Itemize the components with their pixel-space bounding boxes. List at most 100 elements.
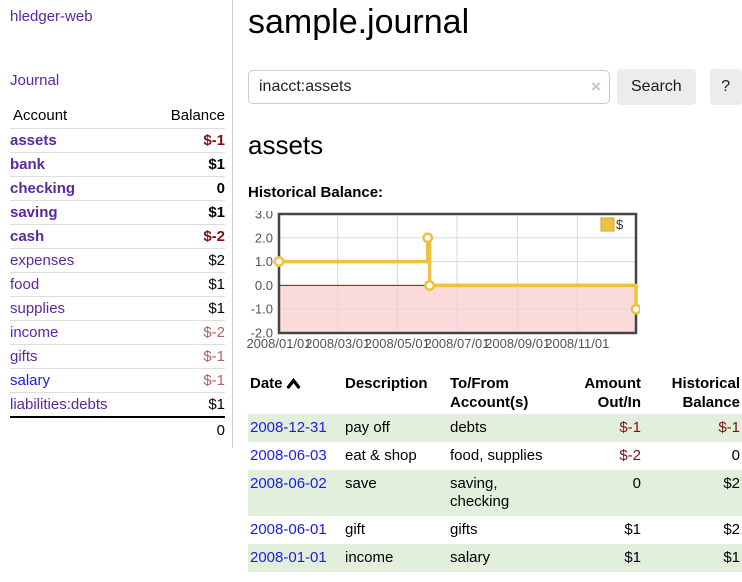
account-balance: $1 (148, 392, 225, 417)
account-row: supplies $1 (10, 296, 225, 321)
account-link[interactable]: food (10, 276, 40, 293)
y-tick-label: -1.0 (251, 302, 273, 317)
account-link[interactable]: salary (10, 372, 51, 389)
x-tick-label: 2008/07/01 (424, 336, 489, 351)
col-amount: Amount Out/In (584, 375, 641, 411)
accounts-header-balance: Balance (170, 107, 225, 124)
transaction-row: 2008-06-03 eat & shop food, supplies $-2 0 (248, 442, 742, 470)
col-description: Description (345, 375, 428, 392)
transaction-accounts: salary (450, 549, 491, 566)
transaction-date-link[interactable]: 2008-01-01 (250, 549, 327, 566)
account-row: salary $-1 (10, 368, 225, 393)
account-link[interactable]: gifts (10, 348, 38, 365)
plot-border (277, 212, 638, 335)
y-tick-label: 2.0 (255, 230, 273, 245)
journal-link[interactable]: Journal (10, 72, 60, 89)
account-row: liabilities:debts $1 (10, 392, 225, 417)
search-button[interactable]: Search (617, 69, 696, 105)
clear-search-icon[interactable]: × (591, 77, 601, 96)
transaction-amount: $1 (624, 521, 641, 538)
chart-svg[interactable]: 3.0 2.0 1.0 0.0 -1.0 -2.02008/01/012008/03/01… (242, 207, 642, 351)
transaction-balance: $2 (723, 521, 740, 538)
account-balance: $-2 (148, 224, 225, 249)
account-link[interactable]: saving (10, 204, 58, 221)
account-row: food $1 (10, 272, 225, 297)
account-balance: $-2 (148, 320, 225, 345)
search-input[interactable] (248, 70, 610, 104)
x-tick-label: 2008/09/01 (485, 336, 550, 351)
accounts-total-spacer (10, 416, 149, 443)
account-link[interactable]: expenses (10, 252, 75, 269)
transaction-description: eat & shop (345, 447, 417, 464)
transaction-row: 2008-01-01 income salary $1 $1 (248, 544, 742, 572)
x-tick-label: 2008/11/01 (545, 336, 609, 351)
account-row: checking 0 (10, 176, 225, 201)
account-link[interactable]: cash (10, 228, 45, 245)
account-link[interactable]: assets (10, 132, 57, 149)
account-link[interactable]: checking (10, 180, 76, 197)
transaction-description: income (345, 549, 394, 566)
x-tick-label: 2008/01/01 (246, 336, 311, 351)
register-table: Date Description To/From Account(s) Amou… (248, 372, 742, 572)
data-point-marker (273, 256, 285, 268)
account-balance: $1 (148, 296, 225, 321)
y-tick-label: 1.0 (255, 254, 273, 269)
transaction-accounts: food, supplies (450, 447, 543, 464)
account-balance: $1 (148, 152, 225, 177)
account-row: gifts $-1 (10, 344, 225, 369)
transaction-accounts: gifts (450, 521, 478, 538)
account-link[interactable]: liabilities:debts (10, 396, 108, 413)
transaction-description: pay off (345, 419, 390, 436)
account-balance: $1 (148, 272, 225, 297)
accounts-header-account: Account (13, 107, 68, 124)
transaction-row: 2008-06-02 save saving, checking 0 $2 (248, 470, 742, 516)
account-row: income $-2 (10, 320, 225, 345)
account-balance: $-1 (148, 128, 225, 153)
transaction-date-link[interactable]: 2008-06-01 (250, 521, 327, 538)
transaction-description: gift (345, 521, 366, 538)
transaction-amount: 0 (632, 475, 641, 492)
transaction-date-link[interactable]: 2008-06-03 (250, 447, 327, 464)
col-date-label: Date (250, 375, 283, 392)
account-link[interactable]: bank (10, 156, 46, 173)
historical-balance-chart[interactable]: 3.0 2.0 1.0 0.0 -1.0 -2.0 2008/01/01 2008/03/01… (242, 207, 642, 351)
account-link[interactable]: supplies (10, 300, 66, 317)
transaction-balance: $1 (723, 549, 740, 566)
transaction-description: save (345, 475, 377, 492)
account-balance: 0 (148, 176, 225, 201)
transaction-accounts: debts (450, 419, 487, 436)
transaction-amount: $-1 (619, 419, 641, 436)
help-button[interactable]: ? (709, 69, 742, 105)
legend-label: $ (616, 217, 624, 232)
account-row: assets $-1 (10, 128, 225, 153)
account-row: bank $1 (10, 152, 225, 177)
accounts-total-value: 0 (148, 416, 225, 443)
data-point-marker (424, 279, 436, 291)
col-date-sort[interactable]: Date (248, 372, 343, 414)
account-row: cash $-2 (10, 224, 225, 249)
transaction-date-link[interactable]: 2008-06-02 (250, 475, 327, 492)
sort-ascending-icon (286, 377, 300, 389)
register-header-row: Date Description To/From Account(s) Amou… (248, 372, 742, 414)
col-balance: Historical Balance (671, 375, 740, 411)
account-heading: assets (248, 130, 324, 160)
transaction-date-link[interactable]: 2008-12-31 (250, 419, 327, 436)
transaction-balance: $2 (723, 475, 740, 492)
account-balance: $-1 (148, 368, 225, 393)
data-point-marker (422, 232, 434, 244)
legend-swatch (600, 217, 615, 232)
main-content: sample.journal × Search ? assets Histori… (233, 0, 742, 572)
x-tick-label: 2008/03/01 (305, 336, 370, 351)
chart-title: Historical Balance: (248, 184, 384, 201)
search-box: × (248, 70, 610, 104)
account-link[interactable]: income (10, 324, 59, 341)
transaction-row: 2008-06-01 gift gifts $1 $2 (248, 516, 742, 544)
app-title-link[interactable]: hledger-web (10, 8, 93, 25)
transaction-accounts: saving, checking (450, 475, 510, 510)
transaction-amount: $1 (624, 549, 641, 566)
transaction-balance: 0 (731, 447, 740, 464)
y-tick-label: -2.0 (251, 326, 273, 341)
account-balance: $-1 (148, 344, 225, 369)
y-tick-label: 0.0 (255, 278, 273, 293)
